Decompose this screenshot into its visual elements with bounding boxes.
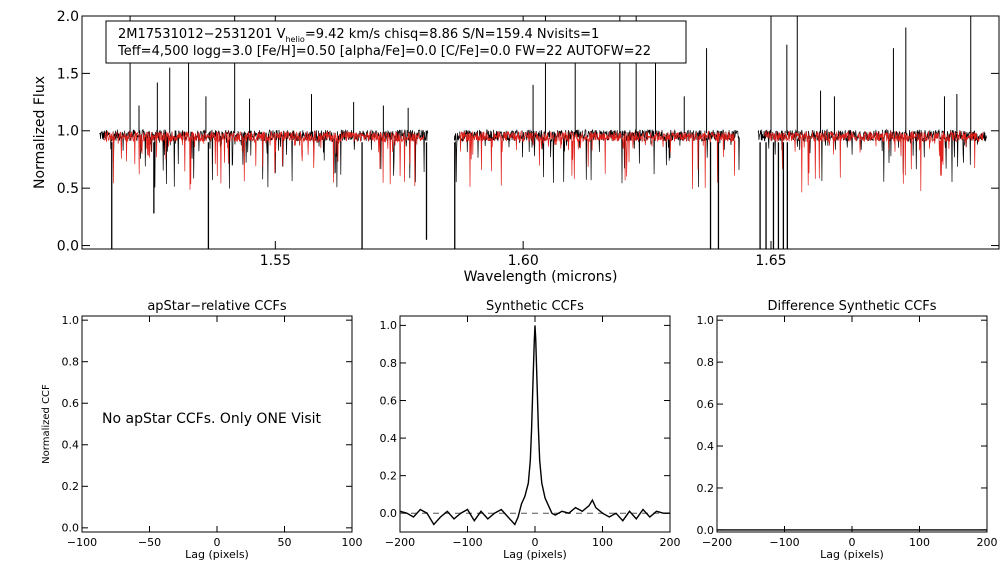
y-axis-label: Normalized Flux (32, 76, 48, 189)
y-tick-label: 0.8 (62, 356, 80, 369)
y-tick-label: 2.0 (57, 9, 79, 25)
y-tick-label: 0.0 (380, 507, 398, 520)
y-tick-label: 1.0 (697, 314, 715, 327)
y-tick-label: 0.4 (62, 439, 80, 452)
y-tick-label: 0.4 (697, 440, 715, 453)
spectrum-area (99, 16, 987, 249)
y-tick-label: 0.0 (62, 522, 80, 535)
y-tick-label: 1.0 (62, 314, 80, 327)
legend-line1-pre: 2M17531012−2531201 V (118, 27, 286, 42)
x-tick-label: 50 (278, 536, 292, 549)
plot-0: 1.55 1.60 1.65 0.0 0.5 1.0 1.5 2.0 Wavelength (m… (32, 9, 1000, 285)
plot-title: apStar−relative CCFs (147, 299, 287, 314)
x-tick-label: 0 (532, 536, 539, 549)
y-tick-label: 0.2 (697, 482, 715, 495)
x-axis-label: Lag (pixels) (185, 548, 249, 561)
plot-2: −200 −100 0 100 200 0.0 0.2 0.4 0.6 0.8 1.0 Synthet… (380, 299, 681, 561)
x-tick-label: −200 (385, 536, 415, 549)
y-tick-label: 0.6 (62, 397, 80, 410)
model-spectrum-line (103, 130, 425, 190)
x-tick-label: 200 (977, 536, 998, 549)
y-tick-label: 0.0 (697, 524, 715, 537)
legend-line-1: 2M17531012−2531201 Vhelio=9.42 km/s chis… (118, 27, 599, 44)
plot-title: Difference Synthetic CCFs (767, 299, 936, 314)
x-tick-label: 200 (660, 536, 681, 549)
plot-3: −200 −100 0 100 200 0.0 0.2 0.4 0.6 0.8 1.0 Differe… (697, 299, 998, 561)
y-tick-label: 0.8 (380, 357, 398, 370)
x-tick-label: 1.65 (755, 253, 786, 269)
x-tick-label: 1.60 (508, 253, 539, 269)
y-tick-label: 0.6 (697, 398, 715, 411)
legend-line1-post: =9.42 km/s chisq=8.86 S/N=159.4 Nvisits=… (305, 27, 600, 42)
plot-title: Synthetic CCFs (486, 299, 584, 314)
plot-frame (81, 15, 1000, 250)
x-axis-label: Lag (pixels) (503, 548, 567, 561)
no-ccf-annotation: No apStar CCFs. Only ONE Visit (102, 411, 322, 427)
x-tick-label: 1.55 (260, 253, 291, 269)
x-tick-label: −100 (67, 536, 97, 549)
model-spectrum-line (459, 130, 736, 189)
y-tick-label: 0.2 (380, 470, 398, 483)
x-tick-label: 0 (849, 536, 856, 549)
x-tick-label: 100 (592, 536, 613, 549)
legend-line-2: Teff=4,500 logg=3.0 [Fe/H]=0.50 [alpha/F… (117, 44, 651, 59)
legend-box: 2M17531012−2531201 Vhelio=9.42 km/s chis… (105, 20, 687, 64)
y-tick-label: 1.0 (57, 124, 79, 140)
y-tick-label: 0.8 (697, 356, 715, 369)
x-tick-label: −50 (138, 536, 161, 549)
y-tick-label: 0.5 (57, 181, 79, 197)
y-tick-label: 0.6 (380, 394, 398, 407)
model-spectrum-line (764, 130, 984, 193)
x-tick-label: 100 (909, 536, 930, 549)
y-axis-label: Normalized CCF (41, 384, 52, 464)
y-tick-label: 0.0 (57, 238, 79, 254)
plot-frame (399, 315, 671, 533)
plot-frame (716, 315, 988, 533)
x-tick-label: 0 (214, 536, 221, 549)
x-tick-label: −100 (452, 536, 482, 549)
x-axis-label: Lag (pixels) (820, 548, 884, 561)
legend-line1-sub: helio (285, 35, 304, 44)
x-tick-label: −100 (769, 536, 799, 549)
y-tick-label: 0.4 (380, 432, 398, 445)
plot-1: −100 −50 0 50 100 0.0 0.2 0.4 0.6 0.8 1.0 apStar−re… (41, 299, 363, 561)
legend-frame (105, 20, 687, 64)
y-tick-label: 1.5 (57, 66, 79, 82)
y-tick-label: 1.0 (380, 319, 398, 332)
y-tick-label: 0.2 (62, 480, 80, 493)
x-axis-label: Wavelength (microns) (464, 269, 618, 285)
x-tick-label: 100 (342, 536, 363, 549)
synthetic-ccf-line (399, 325, 670, 526)
x-tick-label: −200 (702, 536, 732, 549)
